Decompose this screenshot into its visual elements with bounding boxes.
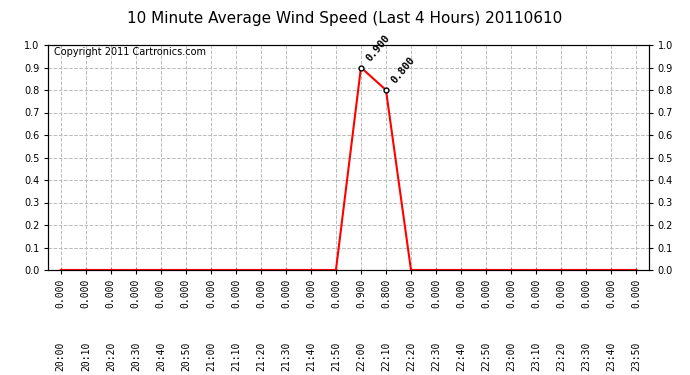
Text: 20:20: 20:20	[106, 342, 116, 371]
Text: 23:00: 23:00	[506, 342, 516, 371]
Text: 21:40: 21:40	[306, 342, 316, 371]
Text: 21:10: 21:10	[231, 342, 241, 371]
Text: 21:30: 21:30	[281, 342, 291, 371]
Text: 22:00: 22:00	[356, 342, 366, 371]
Text: 23:30: 23:30	[581, 342, 591, 371]
Text: 23:50: 23:50	[631, 342, 641, 371]
Text: 22:20: 22:20	[406, 342, 416, 371]
Text: 20:00: 20:00	[56, 342, 66, 371]
Text: 20:40: 20:40	[156, 342, 166, 371]
Text: 0.900: 0.900	[365, 33, 393, 63]
Text: 21:00: 21:00	[206, 342, 216, 371]
Text: 20:30: 20:30	[131, 342, 141, 371]
Text: 22:30: 22:30	[431, 342, 441, 371]
Text: Copyright 2011 Cartronics.com: Copyright 2011 Cartronics.com	[55, 47, 206, 57]
Text: 23:20: 23:20	[556, 342, 566, 371]
Text: 20:50: 20:50	[181, 342, 191, 371]
Text: 22:50: 22:50	[481, 342, 491, 371]
Text: 23:40: 23:40	[606, 342, 616, 371]
Text: 20:10: 20:10	[81, 342, 91, 371]
Text: 21:50: 21:50	[331, 342, 341, 371]
Text: 22:10: 22:10	[381, 342, 391, 371]
Text: 10 Minute Average Wind Speed (Last 4 Hours) 20110610: 10 Minute Average Wind Speed (Last 4 Hou…	[128, 11, 562, 26]
Text: 21:20: 21:20	[256, 342, 266, 371]
Text: 0.800: 0.800	[390, 55, 417, 86]
Text: 22:40: 22:40	[456, 342, 466, 371]
Text: 23:10: 23:10	[531, 342, 541, 371]
